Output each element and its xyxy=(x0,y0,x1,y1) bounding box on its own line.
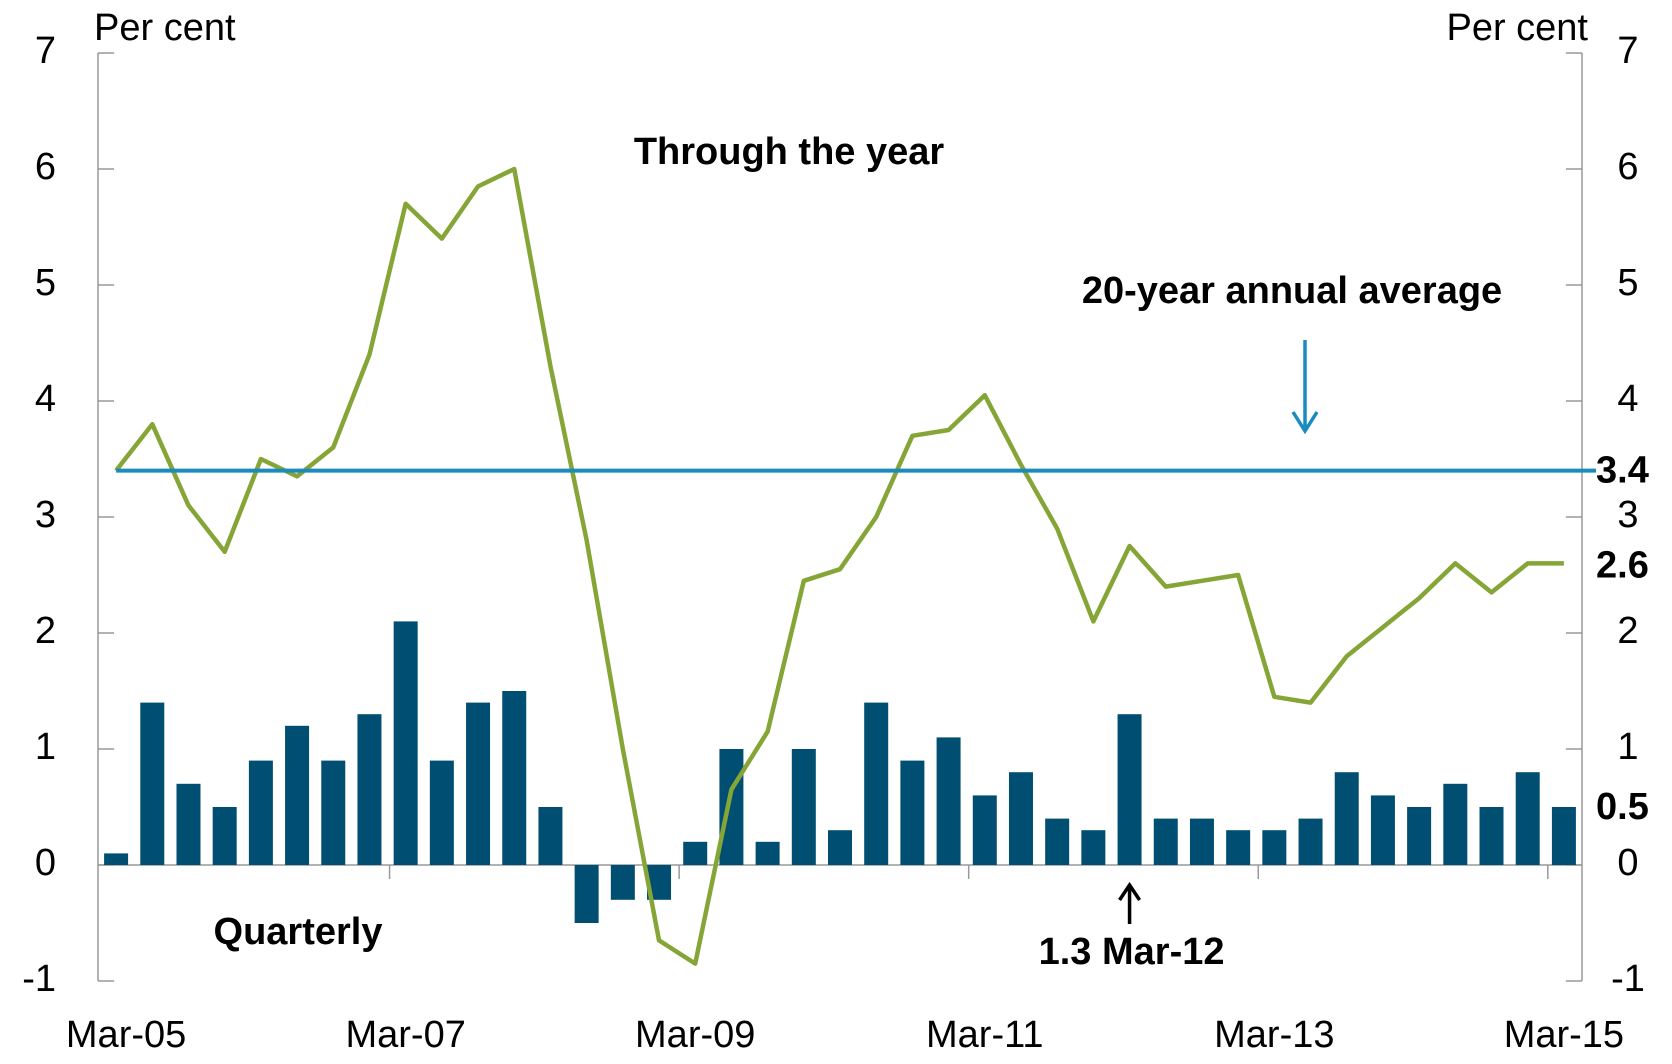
bar xyxy=(140,702,165,865)
y-axis-label: Per cent xyxy=(94,7,236,49)
bar xyxy=(864,702,889,865)
bar xyxy=(1443,783,1468,865)
bar xyxy=(502,691,527,865)
y-tick-label: 5 xyxy=(35,262,56,304)
line xyxy=(114,166,1564,966)
y2-tick-label: 0 xyxy=(1617,842,1638,884)
annotation: 1.3 Mar-12 xyxy=(1039,931,1225,973)
bar xyxy=(1008,772,1033,865)
y-tick-label: 4 xyxy=(35,378,56,420)
bar xyxy=(538,807,563,865)
y2-tick-label: 1 xyxy=(1617,726,1638,768)
y-tick-label: 1 xyxy=(35,726,56,768)
bar xyxy=(828,830,852,865)
bar-series-name: Quarterly xyxy=(214,911,383,953)
bar xyxy=(176,783,201,865)
y-tick-label: 2 xyxy=(35,610,56,652)
x-tick-label: Mar-05 xyxy=(66,1014,186,1056)
x-tick-label: Mar-11 xyxy=(926,1014,1044,1056)
bar xyxy=(1370,795,1395,865)
y2-tick-label: 6 xyxy=(1617,146,1638,188)
y-tick-label: -1 xyxy=(22,958,56,1000)
bar xyxy=(357,714,382,865)
bar xyxy=(1298,818,1323,865)
average-value-label: 3.4 xyxy=(1596,450,1649,492)
line-end-label: 2.6 xyxy=(1596,544,1649,586)
bar xyxy=(791,749,816,865)
y-tick-label: 7 xyxy=(35,30,56,72)
y-tick-label: 6 xyxy=(35,146,56,188)
bar xyxy=(1479,807,1504,865)
bar xyxy=(1515,772,1540,865)
average-name: 20-year annual average xyxy=(1082,270,1502,312)
bar xyxy=(212,807,237,865)
y-tick-label: 3 xyxy=(35,494,56,536)
average-arrow xyxy=(1291,340,1319,435)
bar xyxy=(1407,807,1432,865)
bar xyxy=(393,621,418,865)
x-tick-label: Mar-13 xyxy=(1214,1014,1334,1056)
bar xyxy=(936,737,961,865)
y2-tick-label: 5 xyxy=(1617,262,1638,304)
line-series-name: Through the year xyxy=(634,131,945,173)
bar xyxy=(1045,818,1070,865)
x-tick-label: Mar-09 xyxy=(635,1014,755,1056)
x-tick-label: Mar-07 xyxy=(345,1014,465,1056)
bar xyxy=(1117,714,1142,865)
bar-end-label: 0.5 xyxy=(1596,786,1649,828)
bar xyxy=(429,760,454,865)
bar xyxy=(683,841,708,865)
bar xyxy=(1334,772,1359,865)
bar xyxy=(285,725,310,865)
x-tick-label: Mar-15 xyxy=(1504,1014,1624,1056)
y-tick-label: 0 xyxy=(35,842,56,884)
y2-axis-label: Per cent xyxy=(1446,7,1588,49)
bar xyxy=(574,865,599,923)
bar xyxy=(900,760,925,865)
bar xyxy=(972,795,997,865)
bar xyxy=(321,760,346,865)
y2-tick-label: -1 xyxy=(1611,958,1645,1000)
bar xyxy=(1081,830,1106,865)
bar xyxy=(1551,807,1576,865)
annotation-arrow xyxy=(1118,881,1142,924)
y2-tick-label: 2 xyxy=(1617,610,1638,652)
bar xyxy=(719,749,744,865)
bar xyxy=(466,702,491,865)
bar xyxy=(610,865,635,900)
y2-tick-label: 3 xyxy=(1617,494,1638,536)
bar xyxy=(1189,818,1214,865)
bar xyxy=(104,853,129,865)
y2-tick-label: 7 xyxy=(1617,30,1638,72)
bar xyxy=(1226,830,1251,865)
y2-tick-label: 4 xyxy=(1617,378,1638,420)
bar xyxy=(755,841,780,865)
bar xyxy=(248,760,273,865)
bar xyxy=(1262,830,1287,865)
bar xyxy=(1153,818,1178,865)
